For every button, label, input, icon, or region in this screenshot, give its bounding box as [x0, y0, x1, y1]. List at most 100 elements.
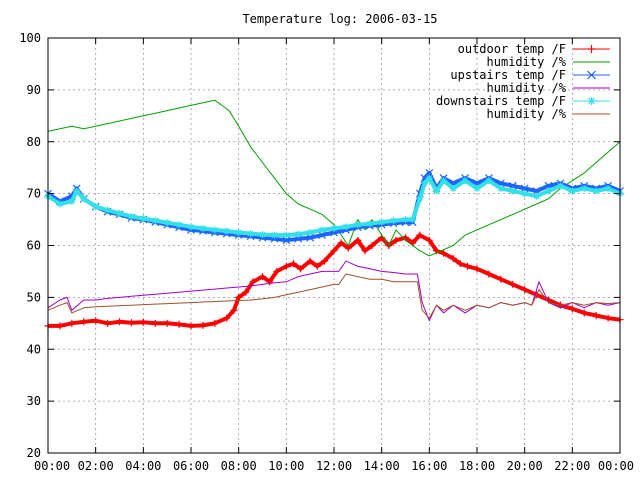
series-4: [44, 174, 624, 239]
data-point-marker: [163, 219, 171, 227]
y-tick-label: 100: [19, 31, 41, 45]
data-point-marker: [80, 195, 88, 203]
data-point-marker: [497, 184, 505, 192]
data-point-marker: [306, 229, 314, 237]
series-1: [47, 99, 621, 257]
y-tick-label: 70: [27, 187, 41, 201]
data-point-marker: [604, 184, 612, 192]
data-point-marker: [485, 270, 493, 278]
data-point-marker: [337, 239, 345, 247]
data-point-marker: [139, 215, 147, 223]
data-point-marker: [390, 217, 398, 225]
data-point-marker: [354, 221, 362, 229]
axis-ticks: 20 30 40 50 60 70 80 90 100 00:00 02:00 04:00 06:00 0…: [19, 31, 634, 473]
data-point-marker: [270, 231, 278, 239]
series-line: [47, 273, 621, 319]
x-tick-label: 06:00: [173, 459, 209, 473]
legend-label: humidity /%: [487, 107, 567, 121]
data-point-marker: [587, 45, 596, 53]
data-point-marker: [68, 319, 76, 327]
data-point-marker: [485, 177, 493, 185]
x-tick-label: 04:00: [125, 459, 161, 473]
data-point-marker: [313, 262, 321, 270]
data-point-marker: [320, 257, 328, 265]
data-point-marker: [289, 260, 297, 268]
data-point-marker: [521, 286, 529, 294]
y-tick-label: 50: [27, 290, 41, 304]
legend-label: humidity /%: [487, 55, 567, 69]
data-point-marker: [425, 236, 433, 244]
data-point-marker: [282, 231, 290, 239]
data-point-marker: [282, 262, 290, 270]
data-point-marker: [440, 177, 448, 185]
x-tick-label: 14:00: [364, 459, 400, 473]
y-tick-label: 80: [27, 135, 41, 149]
data-point-marker: [587, 97, 596, 105]
data-point-marker: [199, 321, 207, 329]
data-point-marker: [568, 305, 576, 313]
y-tick-label: 40: [27, 342, 41, 356]
x-tick-label: 02:00: [78, 459, 114, 473]
data-point-marker: [509, 280, 517, 288]
data-point-marker: [592, 187, 600, 195]
data-point-marker: [421, 179, 429, 187]
data-point-marker: [361, 247, 369, 255]
data-point-marker: [366, 220, 374, 228]
y-tick-label: 30: [27, 394, 41, 408]
data-point-marker: [416, 231, 424, 239]
data-point-marker: [56, 200, 64, 208]
data-point-marker: [545, 187, 552, 195]
data-point-marker: [416, 195, 424, 203]
data-point-marker: [163, 319, 171, 327]
legend-label: upstairs temp /F: [450, 68, 566, 82]
data-point-marker: [282, 236, 291, 245]
y-tick-label: 90: [27, 83, 41, 97]
data-point-marker: [273, 267, 281, 275]
data-point-marker: [521, 190, 529, 198]
data-point-marker: [473, 184, 481, 192]
data-point-marker: [259, 273, 266, 281]
data-point-marker: [73, 187, 81, 195]
data-point-marker: [378, 218, 386, 226]
data-point-marker: [230, 306, 238, 314]
data-point-marker: [318, 231, 327, 240]
x-tick-label: 00:00: [34, 459, 70, 473]
x-tick-label: 12:00: [316, 459, 352, 473]
data-point-marker: [56, 322, 64, 330]
data-point-marker: [432, 187, 440, 195]
data-point-marker: [266, 278, 274, 286]
x-tick-label: 22:00: [554, 459, 590, 473]
data-point-marker: [425, 174, 433, 182]
data-point-marker: [306, 257, 314, 265]
data-point-marker: [187, 322, 195, 330]
x-tick-label: 10:00: [268, 459, 304, 473]
x-tick-label: 18:00: [459, 459, 495, 473]
chart-title: Temperature log: 2006-03-15: [242, 12, 437, 26]
data-point-marker: [440, 249, 448, 257]
grid-lines: [48, 38, 620, 453]
legend-label: humidity /%: [487, 81, 567, 95]
legend-label: downstairs temp /F: [436, 94, 566, 108]
data-point-marker: [175, 320, 183, 328]
series-2: [44, 168, 624, 245]
data-point-marker: [116, 209, 123, 217]
data-point-marker: [151, 319, 159, 327]
data-point-marker: [175, 221, 183, 229]
data-point-marker: [80, 318, 88, 326]
data-point-marker: [580, 184, 588, 192]
data-point-marker: [139, 318, 147, 326]
data-point-marker: [259, 231, 266, 239]
data-point-marker: [402, 216, 409, 224]
data-point-marker: [127, 212, 135, 220]
data-point-marker: [211, 226, 219, 234]
data-point-marker: [330, 224, 338, 232]
series-line: [47, 260, 621, 322]
data-point-marker: [520, 184, 529, 193]
data-point-marker: [151, 217, 159, 225]
data-point-marker: [392, 236, 400, 244]
data-point-marker: [473, 265, 481, 273]
data-point-marker: [342, 223, 350, 231]
data-point-marker: [368, 242, 376, 249]
data-point-marker: [235, 293, 243, 301]
